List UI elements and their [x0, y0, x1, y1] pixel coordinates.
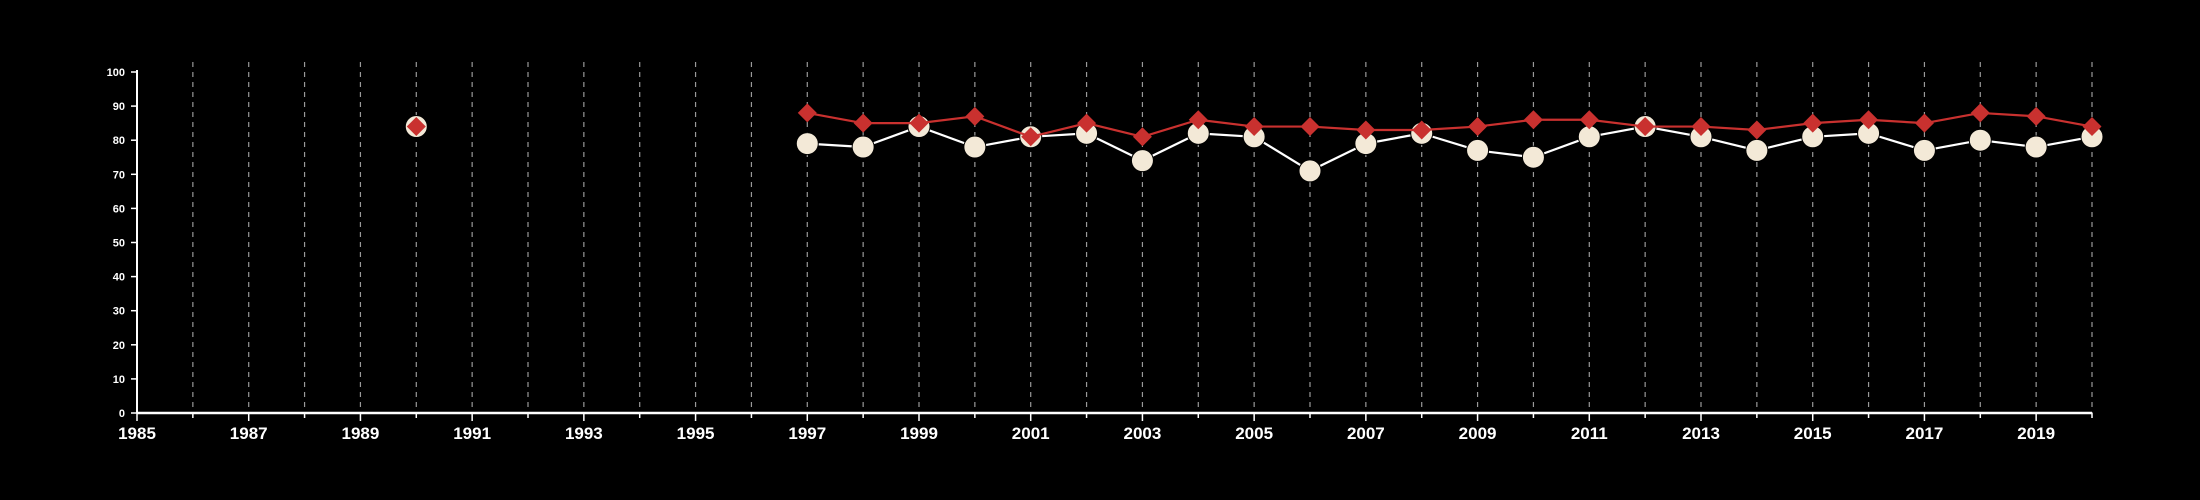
- y-tick-label: 10: [113, 374, 125, 386]
- data-point: [1523, 110, 1543, 130]
- data-point: [853, 113, 873, 133]
- data-point: [1188, 110, 1208, 130]
- x-tick-label: 2005: [1235, 424, 1273, 443]
- x-tick-label: 2013: [1682, 424, 1720, 443]
- data-point: [1747, 120, 1767, 140]
- y-tick-label: 90: [113, 101, 125, 113]
- axes: 1985 1987 1989 1991 1993 1995 1997 1999 2001 2003…: [107, 67, 2093, 443]
- data-point: [965, 106, 985, 126]
- x-tick-label: 1987: [230, 424, 268, 443]
- x-tick-label: 2003: [1124, 424, 1162, 443]
- data-point: [1970, 103, 1990, 123]
- data-point: [1859, 110, 1879, 130]
- x-tick-label: 1991: [453, 424, 491, 443]
- data-point: [406, 117, 426, 137]
- data-point: [797, 103, 817, 123]
- y-tick-label: 60: [113, 203, 125, 215]
- y-tick-label: 80: [113, 135, 125, 147]
- series-line: [807, 111, 2093, 138]
- x-tick-label: 1985: [118, 424, 156, 443]
- data-point: [1132, 127, 1152, 147]
- data-point: [1077, 113, 1097, 133]
- data-point: [1914, 113, 1934, 133]
- data-point: [1412, 120, 1432, 140]
- data-point: [1579, 110, 1599, 130]
- x-tick-label: 1989: [342, 424, 380, 443]
- data-point: [1803, 113, 1823, 133]
- x-tick-label: 2001: [1012, 424, 1050, 443]
- x-tick-label: 2017: [1906, 424, 1944, 443]
- data-point: [851, 135, 875, 159]
- data-point: [1912, 138, 1936, 162]
- y-tick-label: 70: [113, 169, 125, 181]
- data-point: [963, 135, 987, 159]
- data-point: [1356, 120, 1376, 140]
- series-layer: [404, 103, 2104, 183]
- y-tick-label: 100: [107, 67, 125, 79]
- data-point: [1468, 117, 1488, 137]
- x-tick-label: 2011: [1571, 424, 1608, 443]
- x-tick-label: 2009: [1459, 424, 1497, 443]
- x-tick-label: 1999: [900, 424, 938, 443]
- x-tick-label: 2019: [2017, 424, 2055, 443]
- y-tick-label: 40: [113, 272, 125, 284]
- series-1: [404, 115, 2104, 183]
- data-point: [795, 132, 819, 156]
- data-point: [2082, 117, 2102, 137]
- data-point: [1300, 117, 1320, 137]
- x-gridlines: [192, 62, 2093, 413]
- series-2: [406, 103, 2102, 147]
- data-point: [1298, 159, 1322, 183]
- x-tick-label: 1995: [677, 424, 715, 443]
- x-tick-label: 1997: [788, 424, 826, 443]
- data-point: [1244, 117, 1264, 137]
- data-point: [1021, 127, 1041, 147]
- data-point: [2026, 106, 2046, 126]
- data-point: [1691, 117, 1711, 137]
- data-point: [909, 113, 929, 133]
- y-tick-label: 30: [113, 306, 125, 318]
- data-point: [1466, 138, 1490, 162]
- data-point: [1968, 128, 1992, 152]
- x-tick-label: 2015: [1794, 424, 1832, 443]
- y-tick-label: 20: [113, 340, 125, 352]
- data-point: [1635, 117, 1655, 137]
- data-point: [1521, 145, 1545, 169]
- data-point: [2024, 135, 2048, 159]
- y-tick-label: 0: [119, 408, 125, 420]
- y-tick-label: 50: [113, 238, 125, 250]
- x-tick-label: 1993: [565, 424, 603, 443]
- data-point: [1745, 138, 1769, 162]
- data-point: [1130, 149, 1154, 173]
- x-tick-label: 2007: [1347, 424, 1385, 443]
